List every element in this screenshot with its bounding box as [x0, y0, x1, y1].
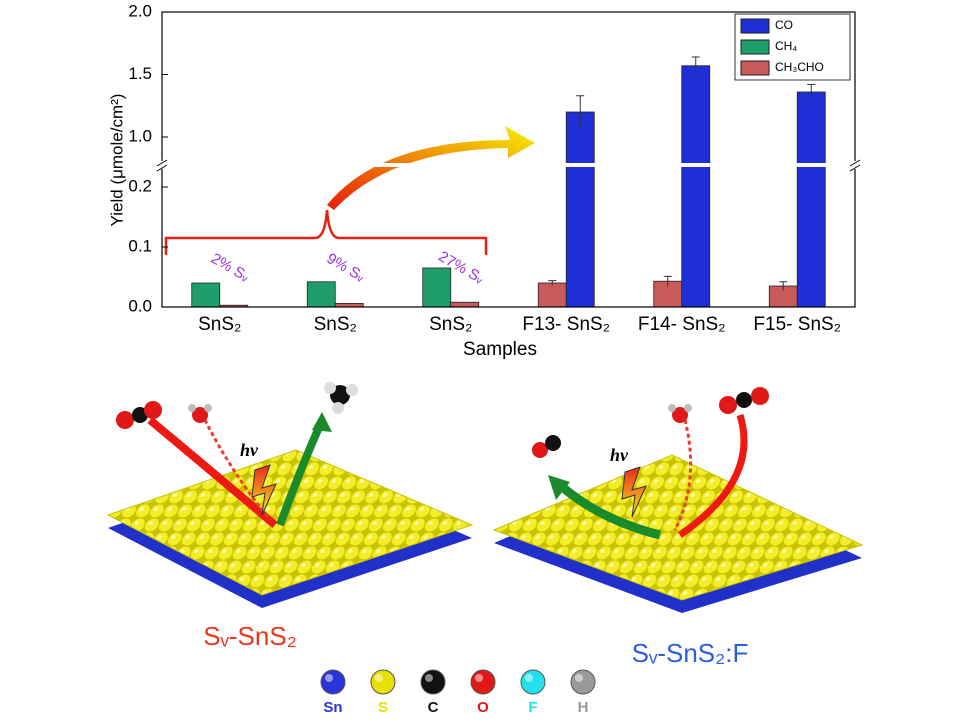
atom-shine [375, 674, 383, 682]
bar [306, 281, 336, 308]
atom-swatch [520, 669, 546, 695]
atom-label: S [378, 699, 388, 716]
atom-swatch [370, 669, 396, 695]
break-gap [157, 161, 167, 169]
y-tick-label: 0.1 [128, 236, 152, 255]
y-tick-label: 1.5 [128, 64, 152, 83]
atom-shine [325, 674, 333, 682]
error-bar [807, 84, 816, 100]
y-tick-label: 0.0 [128, 296, 152, 315]
atom-shine [575, 674, 583, 682]
legend-label: CH₄ [775, 39, 797, 53]
bar [422, 267, 452, 308]
arrow [327, 126, 535, 210]
bar [191, 282, 221, 308]
atom-shine [425, 674, 433, 682]
y-axis-label: Yield (μmole/cm²) [107, 94, 126, 227]
right-label: Sᵥ-SnS₂:F [632, 638, 749, 668]
annotation: 9% Sᵥ [324, 250, 368, 285]
error-bar [576, 95, 585, 129]
break-mark [156, 159, 168, 172]
bar [796, 91, 826, 308]
bar [537, 282, 567, 308]
bar [565, 111, 595, 308]
legend-swatch [740, 60, 770, 76]
left-label: Sᵥ-SnS₂ [203, 621, 297, 651]
x-tick-label: SnS₂ [314, 314, 357, 335]
plot-frame [161, 11, 856, 308]
x-tick-label: SnS₂ [429, 314, 472, 335]
x-tick-label: F13- SnS₂ [522, 314, 610, 335]
bar [450, 301, 480, 308]
x-tick-label: F15- SnS₂ [753, 314, 841, 335]
legend-label: CO [775, 18, 793, 32]
break-gap [850, 161, 860, 169]
legend-swatch [740, 39, 770, 55]
x-tick-label: F14- SnS₂ [638, 314, 726, 335]
atom-shine [475, 674, 483, 682]
y-tick-label: 0.2 [128, 176, 152, 195]
bracket [164, 209, 488, 255]
error-bar [663, 275, 672, 286]
atom-swatch [470, 669, 496, 695]
left-lattice [106, 382, 474, 608]
annotation: 2% Sᵥ [208, 250, 252, 285]
atom-swatch [420, 669, 446, 695]
atom-label: Sn [323, 699, 342, 716]
bar [681, 65, 711, 308]
y-tick-label: 1.0 [128, 126, 152, 145]
error-bar [548, 280, 557, 286]
legend-swatch [740, 18, 770, 34]
photon-label: hν [240, 440, 259, 460]
x-axis-label: Samples [463, 339, 537, 360]
photon-label: hν [610, 445, 629, 465]
atom-swatch [570, 669, 596, 695]
legend-label: CH₃CHO [775, 60, 824, 74]
y-tick-label: 2.0 [128, 1, 152, 20]
atom-swatch [320, 669, 346, 695]
break-mark [849, 159, 861, 172]
atom-label: O [477, 699, 489, 716]
atom-label: C [428, 699, 439, 716]
error-bar [779, 281, 788, 291]
error-bar [691, 56, 700, 75]
atom-label: H [578, 699, 589, 716]
x-tick-label: SnS₂ [198, 314, 241, 335]
right-lattice [492, 387, 864, 613]
atom-shine [525, 674, 533, 682]
atom-label: F [528, 699, 537, 716]
